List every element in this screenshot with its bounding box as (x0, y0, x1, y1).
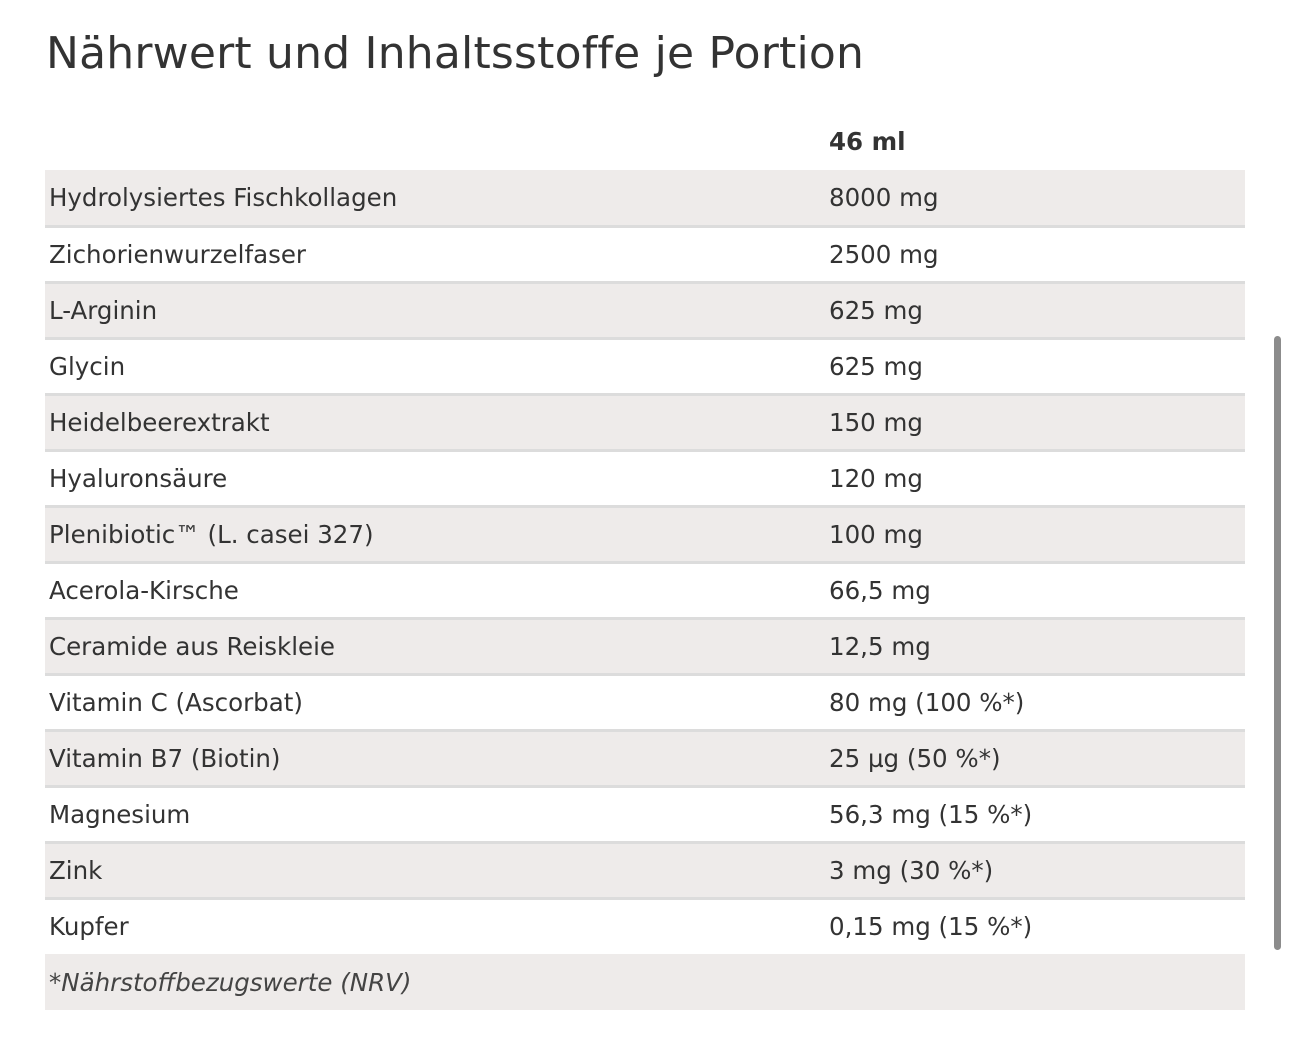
vertical-scrollbar[interactable] (1272, 336, 1282, 950)
ingredient-name: Heidelbeerextrakt (45, 394, 825, 452)
table-body: Hydrolysiertes Fischkollagen 8000 mg Zic… (45, 170, 1245, 954)
ingredient-name: Magnesium (45, 786, 825, 844)
ingredient-name: Hydrolysiertes Fischkollagen (45, 170, 825, 228)
ingredient-name: Acerola-Kirsche (45, 562, 825, 620)
ingredient-amount: 3 mg (30 %*) (825, 842, 1245, 900)
table-row: Vitamin C (Ascorbat) 80 mg (100 %*) (45, 674, 1245, 732)
scrollbar-thumb[interactable] (1274, 336, 1281, 950)
ingredient-name: Zichorienwurzelfaser (45, 226, 825, 284)
ingredient-name: Hyaluronsäure (45, 450, 825, 508)
ingredient-amount: 56,3 mg (15 %*) (825, 786, 1245, 844)
table-row: Plenibiotic™ (L. casei 327) 100 mg (45, 506, 1245, 564)
table-row: Magnesium 56,3 mg (15 %*) (45, 786, 1245, 844)
ingredient-amount: 80 mg (100 %*) (825, 674, 1245, 732)
table-row: Kupfer 0,15 mg (15 %*) (45, 898, 1245, 954)
ingredient-name: Ceramide aus Reiskleie (45, 618, 825, 676)
table-row: Zichorienwurzelfaser 2500 mg (45, 226, 1245, 284)
ingredient-name: L-Arginin (45, 282, 825, 340)
nrv-footnote: *Nährstoffbezugswerte (NRV) (45, 954, 1245, 1010)
table-row: Heidelbeerextrakt 150 mg (45, 394, 1245, 452)
ingredient-amount: 25 µg (50 %*) (825, 730, 1245, 788)
ingredient-column-header (45, 112, 825, 170)
ingredient-name: Vitamin B7 (Biotin) (45, 730, 825, 788)
nutrition-table: 46 ml Hydrolysiertes Fischkollagen 8000 … (45, 112, 1245, 1010)
portion-column-header: 46 ml (825, 112, 1245, 170)
ingredient-name: Vitamin C (Ascorbat) (45, 674, 825, 732)
ingredient-amount: 625 mg (825, 282, 1245, 340)
ingredient-amount: 625 mg (825, 338, 1245, 396)
table-row: Hydrolysiertes Fischkollagen 8000 mg (45, 170, 1245, 228)
table-row: Glycin 625 mg (45, 338, 1245, 396)
ingredient-name: Glycin (45, 338, 825, 396)
table-row: Ceramide aus Reiskleie 12,5 mg (45, 618, 1245, 676)
page-title: Nährwert und Inhaltsstoffe je Portion (46, 28, 865, 79)
table-row: Hyaluronsäure 120 mg (45, 450, 1245, 508)
table-row: Zink 3 mg (30 %*) (45, 842, 1245, 900)
ingredient-name: Kupfer (45, 898, 825, 954)
table-row: Acerola-Kirsche 66,5 mg (45, 562, 1245, 620)
table-row: L-Arginin 625 mg (45, 282, 1245, 340)
ingredient-amount: 150 mg (825, 394, 1245, 452)
table-row: Vitamin B7 (Biotin) 25 µg (50 %*) (45, 730, 1245, 788)
table-header-row: 46 ml (45, 112, 1245, 170)
ingredient-amount: 100 mg (825, 506, 1245, 564)
ingredient-amount: 2500 mg (825, 226, 1245, 284)
ingredient-amount: 120 mg (825, 450, 1245, 508)
ingredient-name: Zink (45, 842, 825, 900)
ingredient-amount: 8000 mg (825, 170, 1245, 228)
ingredient-amount: 12,5 mg (825, 618, 1245, 676)
ingredient-amount: 0,15 mg (15 %*) (825, 898, 1245, 954)
table-footnote-row: *Nährstoffbezugswerte (NRV) (45, 954, 1245, 1010)
ingredient-amount: 66,5 mg (825, 562, 1245, 620)
ingredient-name: Plenibiotic™ (L. casei 327) (45, 506, 825, 564)
